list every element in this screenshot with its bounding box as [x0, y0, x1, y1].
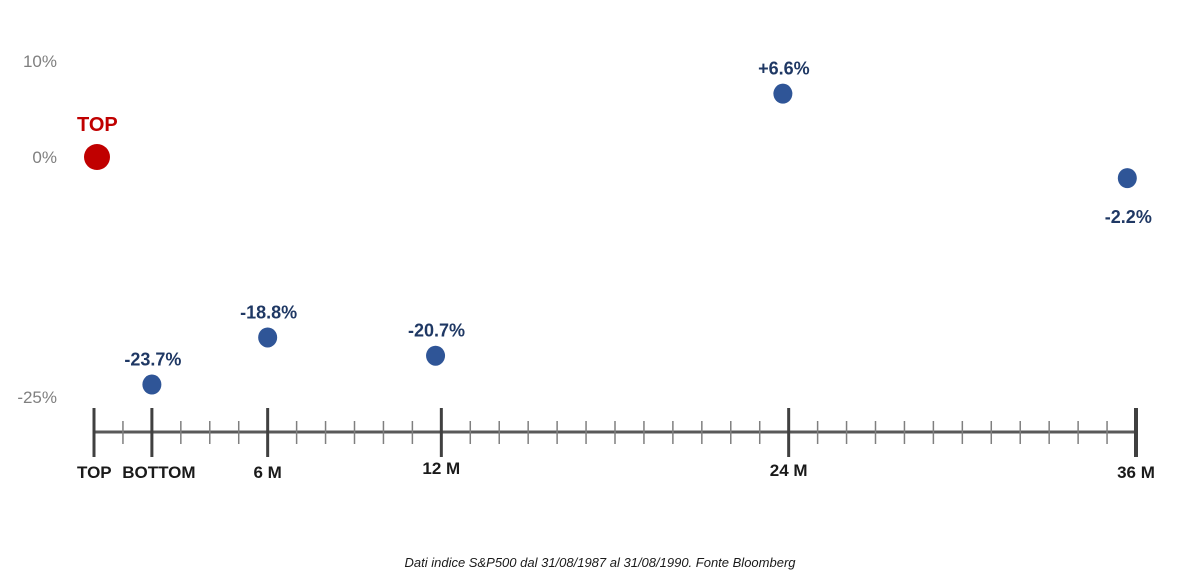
- x-tick-label: TOP: [77, 463, 112, 482]
- data-labels: TOP -23.7% -18.8% -20.7% +6.6% -2.2%: [77, 59, 1152, 370]
- data-label: -20.7%: [408, 321, 465, 341]
- x-tick-label: 36 M: [1117, 463, 1155, 482]
- data-point: [773, 83, 793, 104]
- x-tick-label: 6 M: [253, 463, 281, 482]
- data-label: -23.7%: [124, 350, 181, 370]
- data-point: [1117, 168, 1137, 189]
- x-tick-label: 12 M: [422, 459, 460, 478]
- x-axis-tick-labels: TOP BOTTOM 6 M 12 M 24 M 36 M: [77, 459, 1155, 482]
- y-tick-label: 10%: [23, 52, 57, 71]
- data-points: [84, 83, 1137, 395]
- data-label: -2.2%: [1105, 207, 1152, 227]
- x-tick-label: BOTTOM: [122, 463, 195, 482]
- data-label: -18.8%: [240, 302, 297, 322]
- x-axis: [92, 408, 1138, 457]
- top-label: TOP: [77, 114, 118, 136]
- data-point: [426, 345, 446, 366]
- top-point: [84, 144, 110, 170]
- y-tick-label: -25%: [17, 388, 57, 407]
- y-tick-label: 0%: [32, 148, 57, 167]
- y-axis-ticks: 10% 0% -25%: [17, 52, 57, 407]
- x-tick-label: 24 M: [770, 461, 808, 480]
- source-note: Dati indice S&P500 dal 31/08/1987 al 31/…: [405, 555, 797, 570]
- data-point: [258, 327, 278, 348]
- data-point: [142, 374, 162, 395]
- data-label: +6.6%: [758, 59, 810, 79]
